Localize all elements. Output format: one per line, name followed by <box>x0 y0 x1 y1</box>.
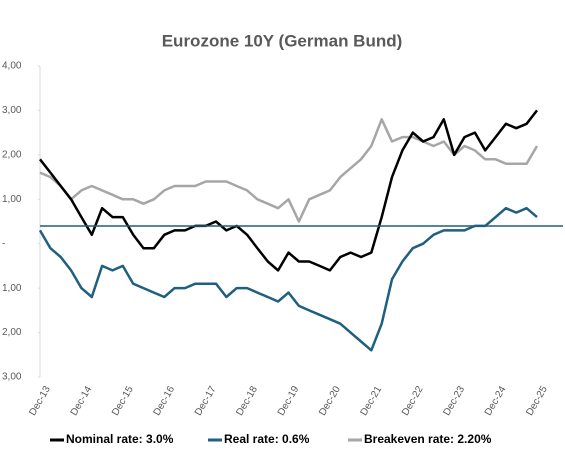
x-tick-label: Dec-25 <box>524 384 550 418</box>
y-tick-label: 4,00 <box>2 61 22 72</box>
x-tick-label: Dec-14 <box>69 384 95 418</box>
x-tick-label: Dec-20 <box>317 384 343 418</box>
x-tick-label: Dec-16 <box>152 384 178 418</box>
y-tick-label: 2,00 <box>2 327 22 338</box>
line-series <box>38 206 538 352</box>
x-tick-label: Dec-22 <box>400 384 426 418</box>
y-tick-label: 1,00 <box>2 194 22 205</box>
y-tick-label: 1,00 <box>2 283 22 294</box>
chart-title: Eurozone 10Y (German Bund) <box>162 31 403 50</box>
x-tick-label: Dec-18 <box>234 384 260 418</box>
y-tick-label: - <box>2 238 5 249</box>
x-tick-label: Dec-17 <box>193 384 219 418</box>
legend-label: Breakeven rate: 2.20% <box>364 432 492 446</box>
legend-label: Real rate: 0.6% <box>224 432 310 446</box>
x-tick-label: Dec-23 <box>441 384 467 418</box>
y-tick-label: 2,00 <box>2 149 22 160</box>
x-tick-label: Dec-13 <box>27 384 53 418</box>
legend-label: Nominal rate: 3.0% <box>66 432 174 446</box>
y-tick-label: 3,00 <box>2 105 22 116</box>
x-tick-label: Dec-19 <box>276 384 302 418</box>
x-tick-label: Dec-21 <box>359 384 385 418</box>
line-series <box>39 109 538 272</box>
line-series <box>39 118 539 223</box>
x-tick-label: Dec-15 <box>110 384 136 418</box>
x-tick-label: Dec-24 <box>483 384 509 418</box>
y-tick-label: 3,00 <box>2 372 22 383</box>
